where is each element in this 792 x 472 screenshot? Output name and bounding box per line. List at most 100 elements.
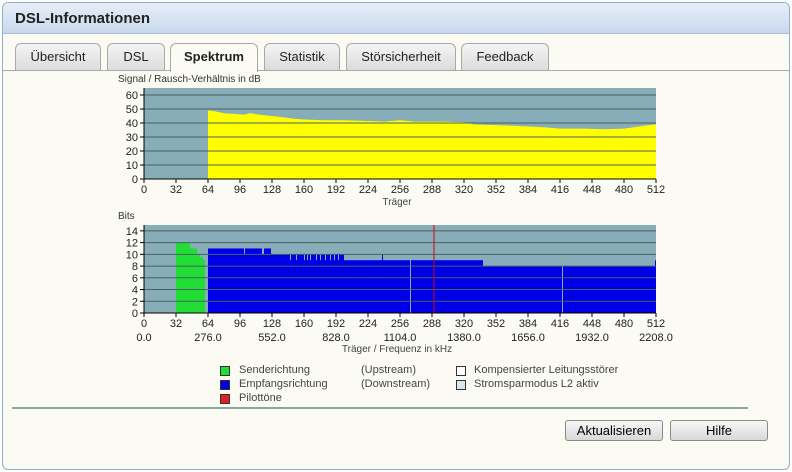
snr-x-tick-label: 352 [487, 184, 505, 196]
bits-y-tick-label: 12 [126, 238, 138, 250]
tab-spektrum[interactable]: Spektrum [170, 43, 258, 72]
bits-x-tick-label: 384 [519, 318, 537, 330]
snr-x-tick-label: 96 [234, 184, 246, 196]
downstream-bar [572, 271, 633, 313]
upstream-bar [203, 260, 205, 313]
downstream-bar [296, 260, 297, 313]
bits-freq-tick-label: 2208.0 [639, 332, 673, 344]
bits-freq-tick-label: 828.0 [322, 332, 350, 344]
tab-divider [3, 70, 789, 71]
downstream-bar [262, 254, 264, 313]
bits-freq-tick-label: 276.0 [194, 332, 222, 344]
bits-x-tick-label: 448 [583, 318, 601, 330]
snr-x-tick-label: 160 [295, 184, 313, 196]
help-button[interactable]: Hilfe [670, 420, 768, 441]
bits-freq-tick-label: 1104.0 [384, 332, 417, 344]
upstream-bar [200, 257, 203, 313]
bits-y-tick-label: 14 [126, 226, 138, 238]
snr-x-tick-label: 512 [647, 184, 665, 196]
snr-x-tick-label: 32 [170, 184, 182, 196]
tab-statistik[interactable]: Statistik [264, 43, 340, 70]
snr-x-label: Träger [382, 197, 412, 208]
bits-x-tick-label: 224 [359, 318, 377, 330]
snr-y-tick-label: 40 [126, 118, 138, 130]
downstream-dip [410, 225, 411, 302]
snr-y-tick-label: 30 [126, 132, 138, 144]
downstream-bar [338, 260, 339, 313]
snr-area [208, 110, 656, 179]
snr-x-tick-label: 448 [583, 184, 601, 196]
bits-x-tick-label: 32 [170, 318, 182, 330]
downstream-bar [330, 260, 331, 313]
bits-x-tick-label: 352 [487, 318, 505, 330]
downstream-bar [304, 260, 305, 313]
bits-x-tick-label: 96 [234, 318, 246, 330]
legend-pilot-label: Pilottöne [239, 392, 282, 404]
legend-swatch-downstream [220, 380, 230, 390]
bits-y-tick-label: 10 [126, 249, 138, 261]
refresh-button[interactable]: Aktualisieren [565, 420, 663, 441]
downstream-bar [562, 271, 563, 313]
downstream-bar [245, 248, 262, 313]
downstream-bar [244, 254, 245, 313]
downstream-bar [320, 260, 321, 313]
snr-x-tick-label: 480 [615, 184, 633, 196]
downstream-bar [310, 260, 311, 313]
downstream-bar [307, 260, 308, 313]
snr-x-tick-label: 64 [202, 184, 214, 196]
legend-upstream-label: Senderichtung [239, 364, 310, 376]
window-title: DSL-Informationen [15, 10, 150, 27]
downstream-bar [334, 260, 335, 313]
downstream-bar [410, 301, 411, 313]
bits-x-tick-label: 64 [202, 318, 214, 330]
bits-freq-tick-label: 1380.0 [447, 332, 481, 344]
legend-l2-label: Stromsparmodus L2 aktiv [474, 378, 599, 390]
snr-y-tick-label: 10 [126, 160, 138, 172]
downstream-dip [382, 225, 383, 255]
bits-x-tick-label: 416 [551, 318, 569, 330]
downstream-bar [290, 260, 291, 313]
snr-x-tick-label: 192 [327, 184, 345, 196]
legend-downstream-label: Empfangsrichtung [239, 378, 328, 390]
bits-y-tick-label: 0 [132, 308, 138, 320]
divider [12, 407, 748, 409]
downstream-bar [382, 254, 383, 313]
snr-y-tick-label: 60 [126, 90, 138, 102]
bits-freq-tick-label: 1656.0 [511, 332, 545, 344]
upstream-bar [197, 254, 200, 313]
bits-chart-title: Bits [118, 211, 135, 222]
downstream-bar [264, 248, 271, 313]
upstream-bar [190, 248, 197, 313]
legend-swatch-pilot [220, 394, 230, 404]
tab-dsl[interactable]: DSL [107, 43, 165, 70]
title-bar: DSL-Informationen [3, 3, 789, 34]
downstream-bar [344, 260, 483, 313]
downstream-bar [208, 248, 244, 313]
tab-feedback[interactable]: Feedback [461, 43, 549, 70]
bits-y-tick-label: 6 [132, 273, 138, 285]
downstream-dip [562, 225, 563, 272]
downstream-bar [316, 260, 317, 313]
downstream-bar [325, 260, 326, 313]
tab-uebersicht[interactable]: Übersicht [15, 43, 101, 70]
legend-swatch-compensated [456, 366, 466, 376]
downstream-dip [244, 225, 245, 255]
snr-x-tick-label: 0 [141, 184, 147, 196]
snr-x-tick-label: 224 [359, 184, 377, 196]
snr-chart-title: Signal / Rausch-Verhältnis in dB [118, 74, 261, 85]
bits-freq-tick-label: 1932.0 [575, 332, 609, 344]
bits-y-tick-label: 8 [132, 261, 138, 273]
tab-stoersicherheit[interactable]: Störsicherheit [346, 43, 456, 70]
bits-y-tick-label: 4 [132, 285, 138, 297]
bits-x-tick-label: 288 [423, 318, 441, 330]
snr-y-tick-label: 20 [126, 146, 138, 158]
legend-downstream-note: (Downstream) [361, 378, 431, 390]
bits-x-tick-label: 0 [141, 318, 147, 330]
bits-x-tick-label: 320 [455, 318, 473, 330]
bits-x-tick-label: 256 [391, 318, 409, 330]
bits-x-label: Träger / Frequenz in kHz [342, 344, 452, 355]
snr-y-tick-label: 0 [132, 174, 138, 186]
snr-x-tick-label: 128 [263, 184, 281, 196]
bits-freq-tick-label: 552.0 [258, 332, 286, 344]
